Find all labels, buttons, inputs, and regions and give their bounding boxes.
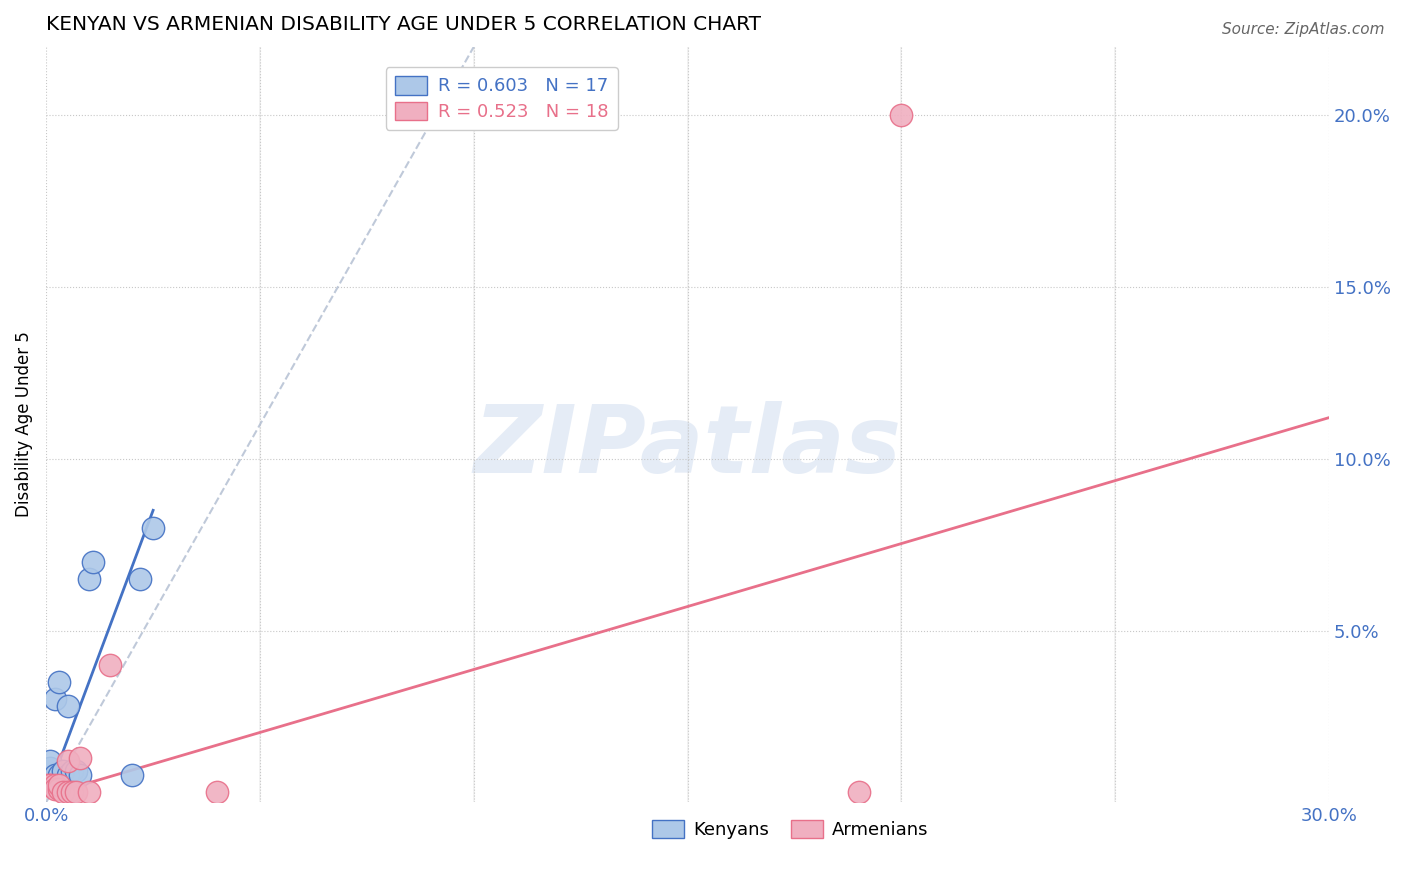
Point xyxy=(65,785,87,799)
Point xyxy=(69,750,91,764)
Point xyxy=(39,778,62,792)
Text: KENYAN VS ARMENIAN DISABILITY AGE UNDER 5 CORRELATION CHART: KENYAN VS ARMENIAN DISABILITY AGE UNDER … xyxy=(46,15,761,34)
Point xyxy=(39,761,62,775)
Point xyxy=(69,768,91,782)
Point xyxy=(52,785,75,799)
Point xyxy=(60,764,83,779)
Point xyxy=(77,572,100,586)
Point xyxy=(890,108,912,122)
Point xyxy=(39,778,62,792)
Point xyxy=(60,785,83,799)
Point xyxy=(56,785,79,799)
Point xyxy=(65,764,87,779)
Point xyxy=(98,657,121,672)
Text: Source: ZipAtlas.com: Source: ZipAtlas.com xyxy=(1222,22,1385,37)
Y-axis label: Disability Age Under 5: Disability Age Under 5 xyxy=(15,332,32,517)
Point xyxy=(77,785,100,799)
Point xyxy=(82,555,104,569)
Point xyxy=(56,754,79,768)
Point xyxy=(44,778,66,792)
Point xyxy=(44,692,66,706)
Point xyxy=(48,778,70,792)
Point xyxy=(56,699,79,714)
Point xyxy=(121,768,143,782)
Point xyxy=(207,785,229,799)
Point xyxy=(848,785,870,799)
Point xyxy=(129,572,152,586)
Point xyxy=(44,768,66,782)
Point xyxy=(48,675,70,690)
Point xyxy=(56,768,79,782)
Point xyxy=(48,768,70,782)
Point xyxy=(44,781,66,796)
Point xyxy=(39,754,62,768)
Point xyxy=(48,781,70,796)
Legend: Kenyans, Armenians: Kenyans, Armenians xyxy=(644,813,936,847)
Text: ZIPatlas: ZIPatlas xyxy=(474,401,901,493)
Point xyxy=(52,764,75,779)
Point xyxy=(142,520,165,534)
Point xyxy=(35,778,58,792)
